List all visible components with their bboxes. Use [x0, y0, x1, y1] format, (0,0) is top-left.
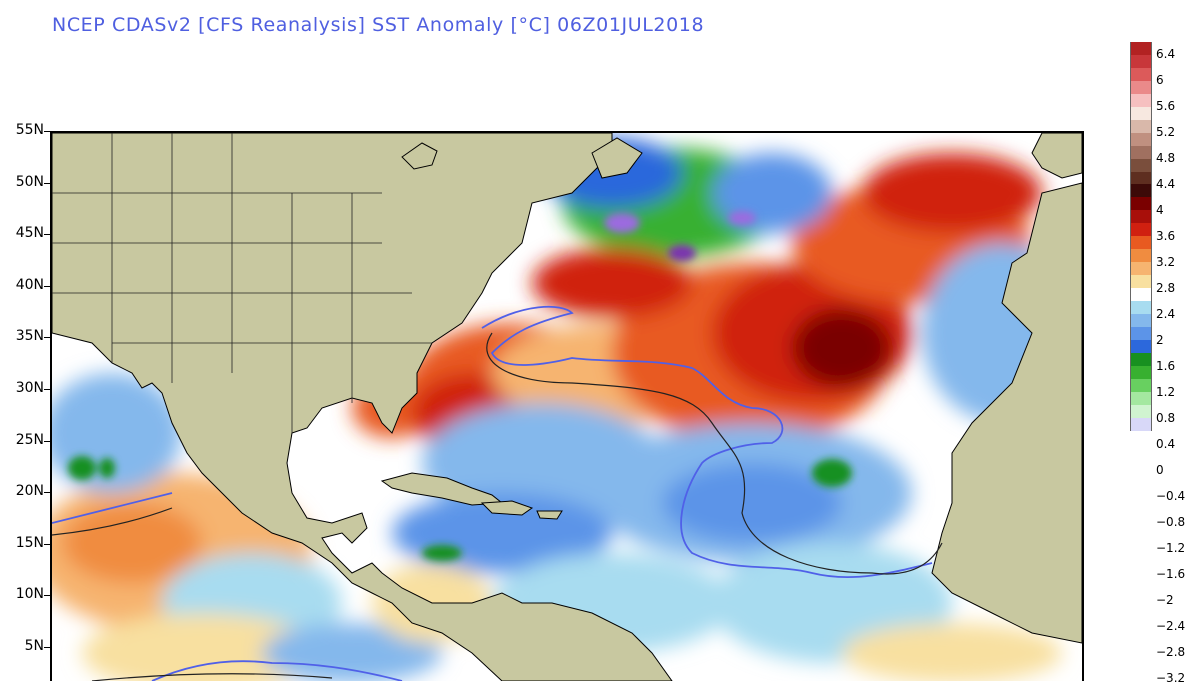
colorbar-swatch — [1130, 339, 1152, 354]
sst-anomaly-detail — [68, 211, 852, 561]
colorbar-label: 0.4 — [1156, 437, 1176, 451]
land — [52, 133, 1082, 681]
lat-tick — [44, 234, 50, 236]
colorbar-label: 6 — [1156, 73, 1164, 87]
colorbar-swatch — [1130, 404, 1152, 419]
colorbar-swatch — [1130, 262, 1152, 276]
colorbar-swatch — [1130, 158, 1152, 172]
lat-label: 50N — [15, 173, 44, 190]
colorbar-swatch — [1130, 288, 1152, 302]
colorbar-legend: 6.4 6 5.6 5.2 4.8 4.4 4 3.6 3.2 2.8 2.4 2 1.6 1.2 0.8 0… — [1130, 42, 1192, 685]
lat-label: 15N — [15, 534, 44, 551]
map-title: NCEP CDASv2 [CFS Reanalysis] SST Anomaly… — [52, 14, 705, 36]
colorbar-label: 5.6 — [1156, 99, 1176, 113]
lat-tick — [44, 492, 50, 494]
lat-label: 45N — [15, 225, 44, 242]
colorbar-swatch — [1130, 223, 1152, 237]
colorbar-swatch — [1130, 391, 1152, 406]
lat-label: 5N — [24, 638, 44, 654]
colorbar-label: 5.2 — [1156, 125, 1176, 139]
colorbar-label: −2 — [1156, 593, 1174, 607]
lat-tick — [44, 131, 50, 132]
map-canvas — [52, 133, 1082, 681]
colorbar-swatch — [1130, 42, 1152, 56]
political-borders — [52, 133, 432, 433]
anomaly-contours — [52, 305, 943, 681]
colorbar-label: −1.2 — [1156, 541, 1186, 555]
lat-label: 30N — [15, 380, 44, 396]
colorbar-swatch — [1130, 210, 1152, 224]
latitude-axis: 55N 50N 45N 40N 35N 30N 25N 20N 15N 10N 5N — [0, 0, 50, 681]
colorbar-label: 2.4 — [1156, 307, 1176, 321]
colorbar-label: 2.8 — [1156, 281, 1176, 295]
colorbar-label: 1.2 — [1156, 385, 1176, 399]
lat-label: 55N — [15, 122, 44, 138]
colorbar-label: 1.6 — [1156, 359, 1176, 373]
colorbar-swatch — [1130, 184, 1152, 198]
sst-anomaly-map — [50, 131, 1084, 681]
lat-label: 40N — [15, 276, 44, 293]
colorbar-swatch — [1130, 275, 1152, 289]
lat-label: 25N — [15, 431, 44, 448]
colorbar-swatch — [1130, 417, 1152, 431]
lat-tick — [44, 543, 50, 545]
colorbar-swatch — [1130, 352, 1152, 367]
colorbar-label: 4.8 — [1156, 151, 1176, 165]
lat-label: 35N — [15, 328, 44, 345]
colorbar-label: 4.4 — [1156, 177, 1176, 191]
colorbar-swatch — [1130, 54, 1152, 69]
colorbar-swatch — [1130, 67, 1152, 82]
colorbar-swatch — [1130, 132, 1152, 147]
colorbar-label: 3.6 — [1156, 229, 1176, 243]
colorbar-label: −3.2 — [1156, 671, 1186, 685]
lat-tick — [44, 389, 50, 390]
colorbar-label: 6.4 — [1156, 47, 1176, 61]
colorbar-swatch — [1130, 249, 1152, 263]
colorbar-swatch — [1130, 326, 1152, 341]
colorbar-label: 3.2 — [1156, 255, 1176, 269]
colorbar-label: −1.6 — [1156, 567, 1186, 581]
colorbar-swatch — [1130, 80, 1152, 95]
lat-tick — [44, 337, 50, 339]
colorbar-label: −0.8 — [1156, 515, 1186, 529]
colorbar-label: 4 — [1156, 203, 1164, 217]
colorbar-swatch — [1130, 236, 1152, 250]
colorbar-swatch — [1130, 365, 1152, 380]
colorbar-swatch — [1130, 145, 1152, 160]
colorbar-label: 2 — [1156, 333, 1164, 347]
lat-label: 10N — [15, 586, 44, 603]
lat-tick — [44, 440, 50, 442]
colorbar-swatch — [1130, 301, 1152, 315]
lat-label: 20N — [15, 483, 44, 500]
colorbar-swatch — [1130, 171, 1152, 185]
colorbar-label: 0.8 — [1156, 411, 1176, 425]
lat-tick — [44, 285, 50, 287]
colorbar-swatch — [1130, 93, 1152, 108]
colorbar-swatch — [1130, 106, 1152, 121]
lat-tick — [44, 182, 50, 184]
lat-tick — [44, 595, 50, 597]
colorbar-label: −2.8 — [1156, 645, 1186, 659]
colorbar-swatch — [1130, 378, 1152, 393]
colorbar-swatch — [1130, 313, 1152, 328]
colorbar-label: −0.4 — [1156, 489, 1186, 503]
colorbar-label: −2.4 — [1156, 619, 1186, 633]
colorbar-swatch — [1130, 197, 1152, 211]
colorbar-swatch — [1130, 119, 1152, 134]
colorbar-label: 0 — [1156, 463, 1164, 477]
lat-tick — [44, 647, 50, 648]
